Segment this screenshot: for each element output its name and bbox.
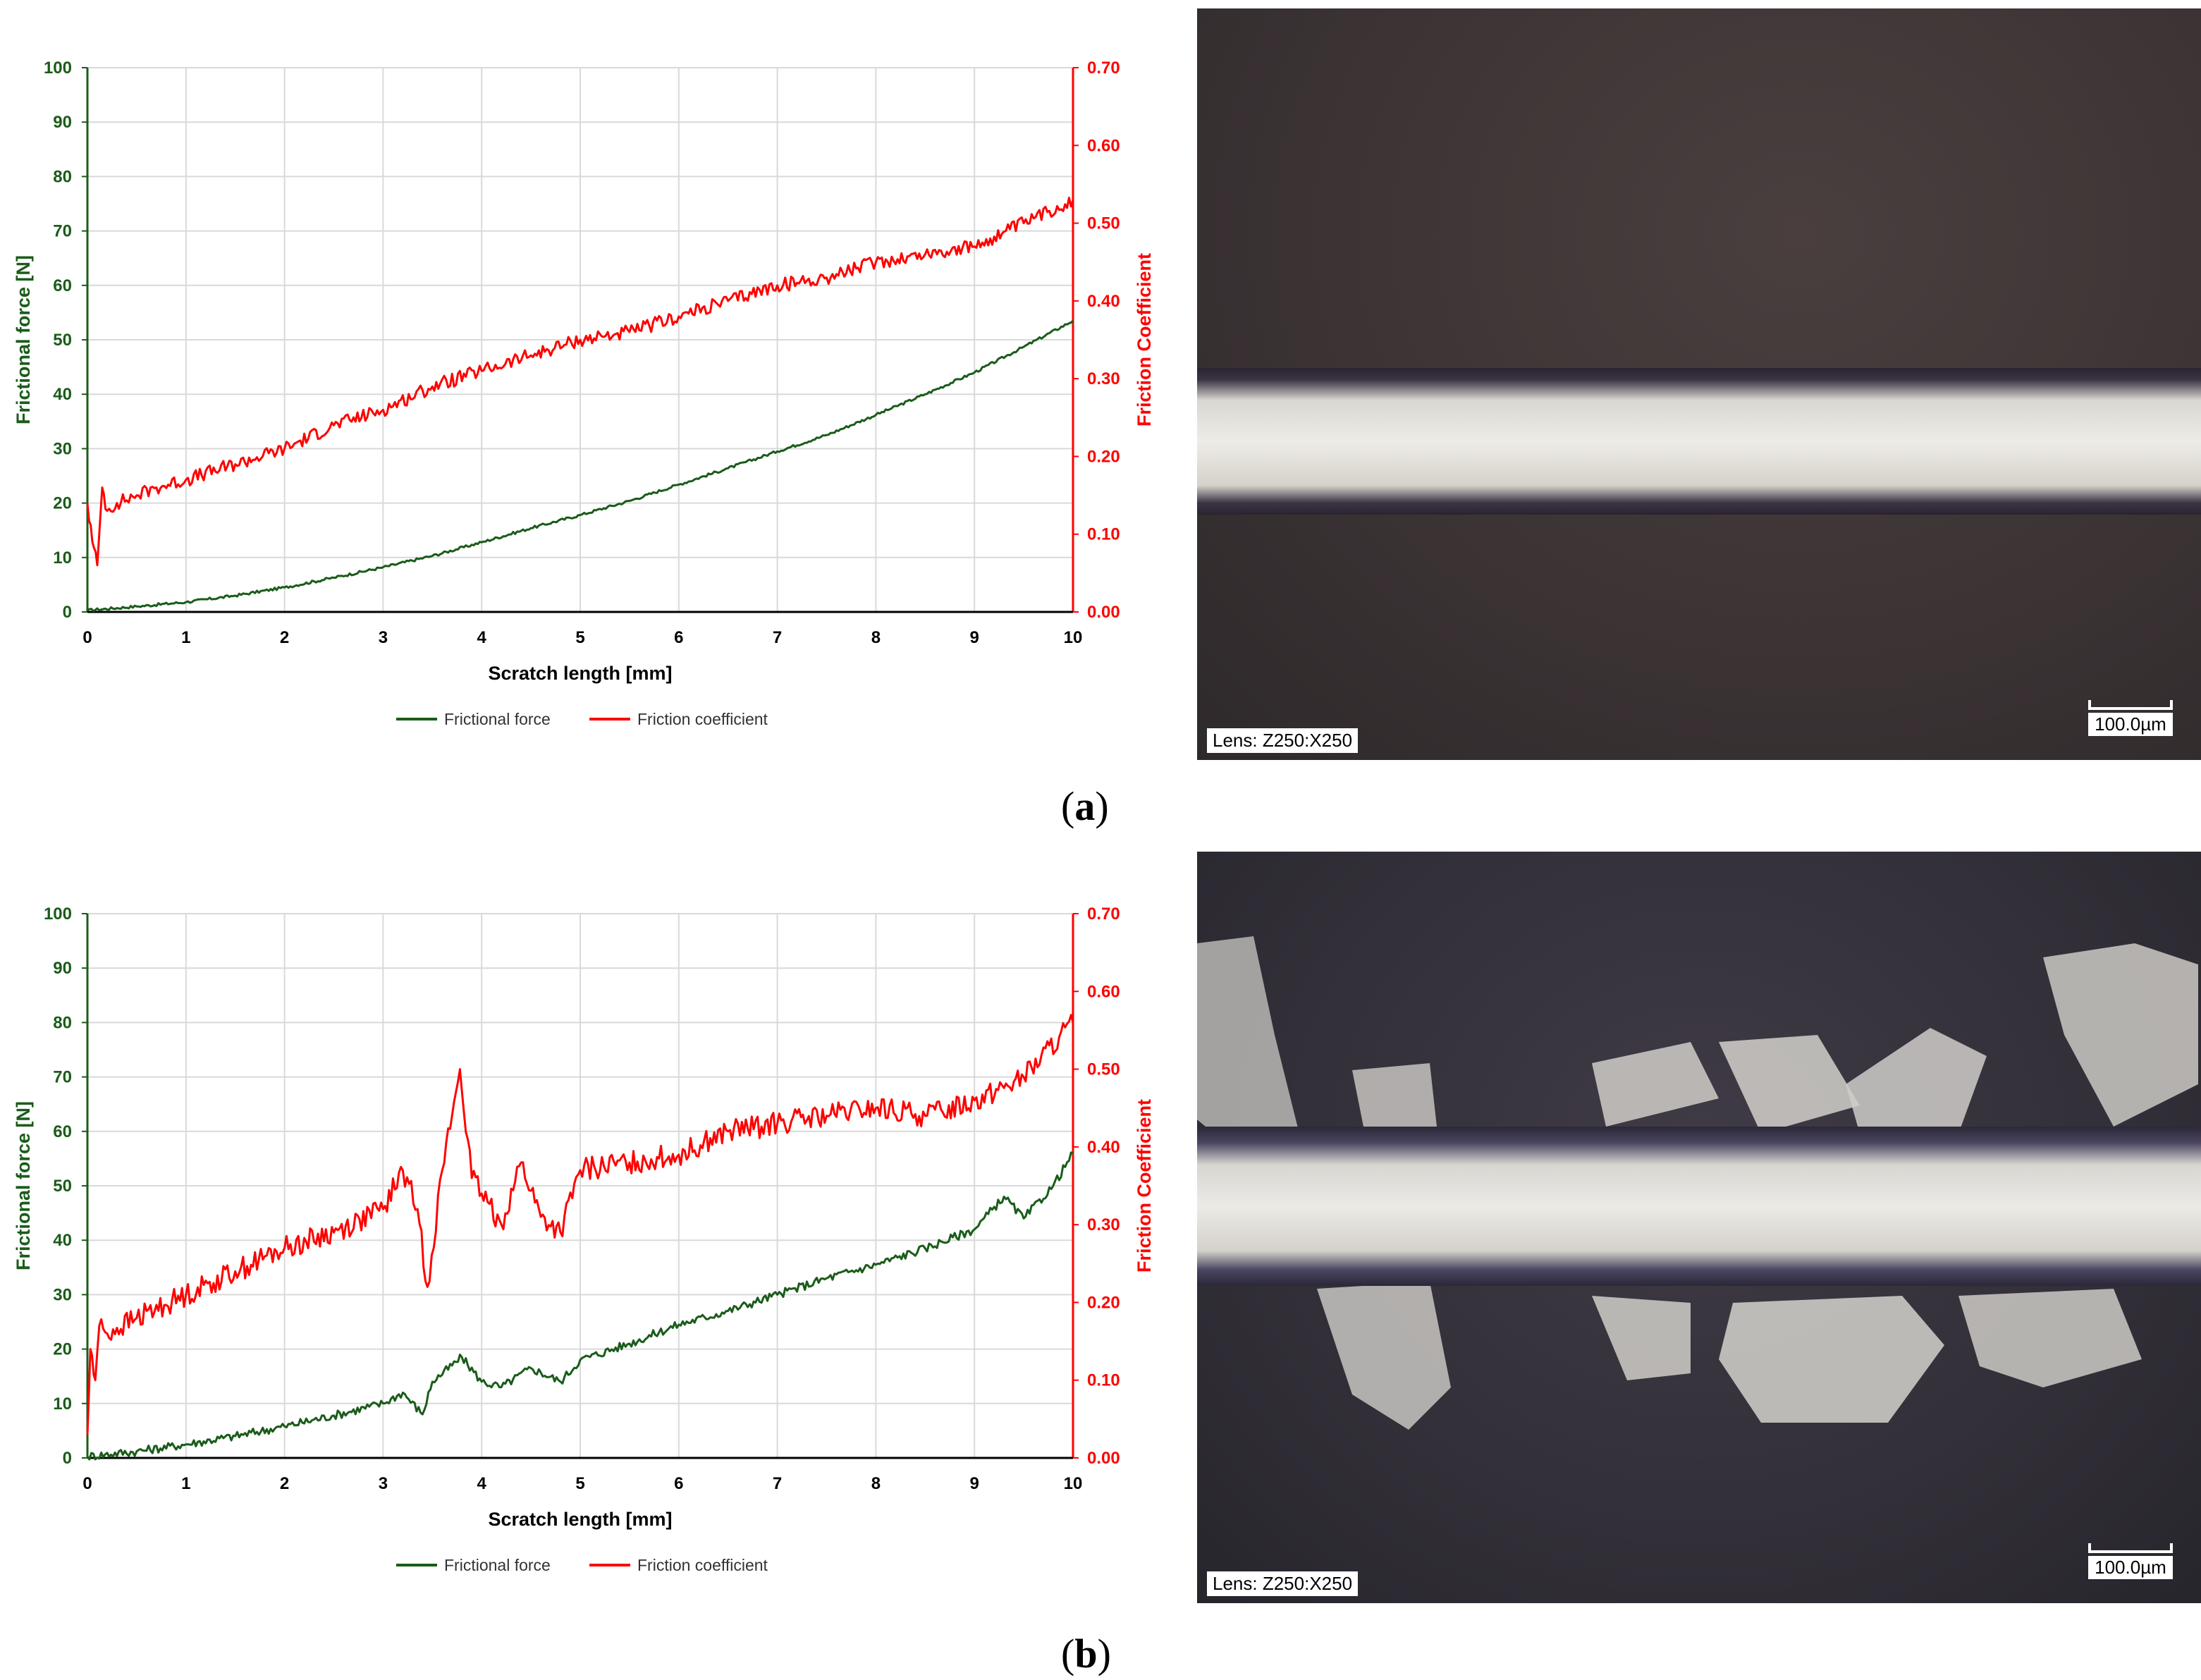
chart-a: 0 1 2 3 4 5 6 7 8 9 1001020304050607080901000.000.…	[13, 59, 1155, 728]
y2-tick-label: 0.50	[1087, 214, 1120, 233]
y-tick-label: 90	[53, 959, 72, 978]
y-tick-label: 0	[63, 1449, 72, 1468]
legend-label: Frictional force	[444, 710, 551, 728]
panel-label-b: (b)	[1061, 1631, 1111, 1676]
y-tick-label: 80	[53, 167, 72, 186]
x-tick-label: 4	[477, 628, 487, 647]
y2-axis-title: Friction Coefficient	[1134, 1099, 1155, 1273]
y-axis-title: Frictional force [N]	[13, 1101, 34, 1270]
y2-tick-label: 0.60	[1087, 982, 1120, 1001]
y-tick-label: 30	[53, 1285, 72, 1304]
y-tick-label: 30	[53, 439, 72, 458]
chart-b: 0 1 2 3 4 5 6 7 8 9 1001020304050607080901000.000.…	[13, 905, 1155, 1574]
x-tick-label: 4	[477, 1474, 487, 1493]
lens-label-b: Lens: Z250:X250	[1207, 1571, 1359, 1596]
x-tick-label: 9	[970, 628, 979, 647]
x-tick-label: 1	[181, 628, 190, 647]
y2-tick-label: 0.00	[1087, 1449, 1120, 1468]
x-tick-label: 9	[970, 1474, 979, 1493]
y2-tick-label: 0.10	[1087, 1371, 1120, 1390]
y-tick-label: 10	[53, 548, 72, 568]
x-tick-label: 6	[674, 628, 683, 647]
micrograph-b: Lens: Z250:X250 100.0µm	[1197, 852, 2201, 1603]
panel-label-a: (a)	[1061, 783, 1109, 829]
series-line-frictional-force	[86, 1151, 1074, 1461]
y-tick-label: 100	[44, 905, 72, 924]
y2-tick-label: 0.70	[1087, 59, 1120, 78]
y2-tick-label: 0.20	[1087, 447, 1120, 466]
scale-bar-b: 100.0µm	[2088, 1543, 2173, 1579]
y-tick-label: 10	[53, 1394, 72, 1414]
y2-tick-label: 0.40	[1087, 1138, 1120, 1157]
lens-label-a: Lens: Z250:X250	[1207, 728, 1359, 753]
x-tick-label: 5	[575, 1474, 584, 1493]
x-tick-label: 8	[871, 1474, 881, 1493]
scale-bar-a: 100.0µm	[2088, 700, 2173, 736]
y-tick-label: 0	[63, 603, 72, 622]
series-line-friction-coefficient	[86, 197, 1074, 567]
y2-axis-title: Friction Coefficient	[1134, 253, 1155, 427]
legend-label: Frictional force	[444, 1556, 551, 1574]
series-line-frictional-force	[87, 319, 1074, 613]
y2-tick-label: 0.00	[1087, 603, 1120, 622]
legend-label: Friction coefficient	[637, 710, 768, 728]
legend-label: Friction coefficient	[637, 1556, 768, 1574]
scale-label-a: 100.0µm	[2088, 713, 2173, 736]
y2-tick-label: 0.70	[1087, 905, 1120, 924]
x-tick-label: 1	[181, 1474, 190, 1493]
y-axis-title: Frictional force [N]	[13, 255, 34, 424]
x-axis-title: Scratch length [mm]	[488, 1509, 672, 1530]
y-tick-label: 20	[53, 1340, 72, 1359]
scratch-track-b	[1197, 1127, 2201, 1286]
y-tick-label: 40	[53, 1231, 72, 1250]
x-tick-label: 10	[1064, 628, 1083, 647]
x-tick-label: 8	[871, 628, 881, 647]
y-tick-label: 70	[53, 1068, 72, 1087]
x-tick-label: 2	[280, 1474, 289, 1493]
y-tick-label: 80	[53, 1013, 72, 1032]
x-tick-label: 5	[575, 628, 584, 647]
y-tick-label: 40	[53, 385, 72, 404]
x-tick-label: 10	[1064, 1474, 1083, 1493]
x-tick-label: 6	[674, 1474, 683, 1493]
x-tick-label: 7	[773, 1474, 782, 1493]
scratch-track-a	[1197, 368, 2201, 515]
y-tick-label: 20	[53, 494, 72, 513]
x-axis-title: Scratch length [mm]	[488, 663, 672, 684]
x-tick-label: 0	[82, 628, 92, 647]
y2-tick-label: 0.30	[1087, 369, 1120, 388]
y-tick-label: 70	[53, 222, 72, 241]
x-tick-label: 7	[773, 628, 782, 647]
y2-tick-label: 0.60	[1087, 136, 1120, 155]
y2-tick-label: 0.30	[1087, 1215, 1120, 1234]
x-tick-label: 3	[379, 628, 388, 647]
y-tick-label: 50	[53, 1177, 72, 1196]
delamination-flakes	[1197, 936, 2198, 1430]
x-tick-label: 0	[82, 1474, 92, 1493]
y2-tick-label: 0.50	[1087, 1060, 1120, 1079]
micrograph-a: Lens: Z250:X250 100.0µm	[1197, 8, 2201, 760]
y-tick-label: 100	[44, 59, 72, 78]
scale-label-b: 100.0µm	[2088, 1556, 2173, 1579]
x-tick-label: 2	[280, 628, 289, 647]
series-line-friction-coefficient	[86, 1014, 1074, 1435]
y2-tick-label: 0.40	[1087, 292, 1120, 311]
y-tick-label: 60	[53, 1122, 72, 1141]
y-tick-label: 50	[53, 331, 72, 350]
y2-tick-label: 0.20	[1087, 1293, 1120, 1312]
y-tick-label: 90	[53, 113, 72, 132]
y-tick-label: 60	[53, 276, 72, 295]
y2-tick-label: 0.10	[1087, 525, 1120, 544]
x-tick-label: 3	[379, 1474, 388, 1493]
